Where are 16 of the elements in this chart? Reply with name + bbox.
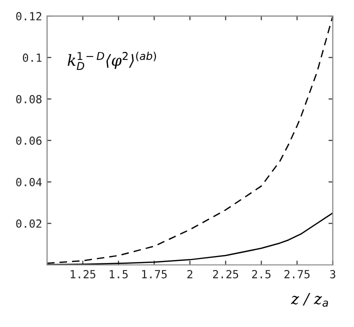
- x-tick-label: 1.25: [70, 270, 96, 278]
- x-tick-label: 2: [187, 270, 192, 278]
- x-tick-label: 2.5: [252, 270, 270, 278]
- x-tick-label: 3: [330, 270, 336, 278]
- x-tick-label: 2.75: [284, 270, 310, 278]
- text: k$^{1−D}$$_{D}$⟨φ$^{2}$⟩$^{(ab)}$: [68, 52, 156, 70]
- y-tick-label: 0.08: [16, 94, 42, 104]
- y-tick-label: 0.04: [16, 178, 42, 186]
- y-tick-label: 0.06: [16, 136, 42, 145]
- y-tick-label: 0.02: [16, 219, 42, 228]
- x-tick-label: 2.25: [213, 270, 238, 278]
- y-tick-label: 0.1: [22, 54, 42, 62]
- x-tick-label: 1.5: [110, 270, 128, 278]
- x-tick-label: 1.75: [142, 270, 167, 278]
- y-tick-label: 0.12: [16, 12, 42, 20]
- x-axis-title: z / z$_{a}$: [290, 292, 328, 307]
